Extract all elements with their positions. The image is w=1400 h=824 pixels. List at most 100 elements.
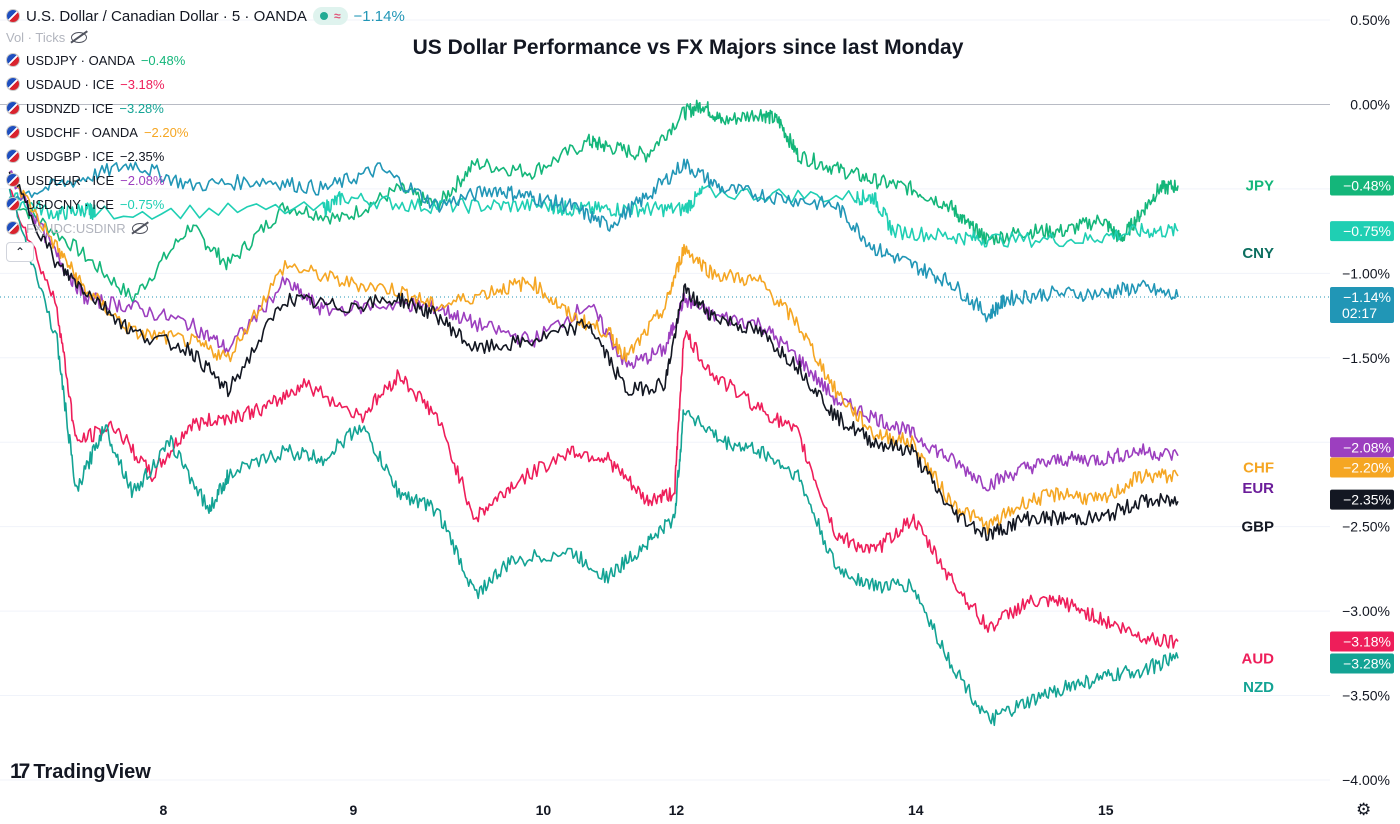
- value-badge: −1.14%02:17: [1330, 286, 1394, 323]
- value-badge: −2.08%: [1330, 437, 1394, 458]
- legend-item[interactable]: USDCHF · OANDA −2.20%: [6, 120, 405, 144]
- x-tick-label: 15: [1098, 802, 1114, 818]
- value-badge-text: −2.08%: [1343, 439, 1391, 455]
- volume-row[interactable]: Vol · Ticks: [6, 26, 405, 48]
- chevron-up-icon: ⌃: [14, 245, 26, 259]
- x-tick-label: 12: [669, 802, 685, 818]
- legend-item-name: USDCHF · OANDA: [26, 124, 138, 140]
- tradingview-logo: 17 TradingView: [10, 760, 151, 784]
- series-name-label: NZD: [1243, 679, 1274, 696]
- legend-item[interactable]: USDCNY · ICE −0.75%: [6, 192, 405, 216]
- value-badge-bg: [1330, 457, 1394, 478]
- currency-flag-icon: [6, 221, 20, 235]
- series-line-nzd: [8, 188, 1179, 727]
- value-badge: −3.28%: [1330, 653, 1394, 674]
- legend-item[interactable]: USDGBP · ICE −2.35%: [6, 144, 405, 168]
- market-open-dot-icon: [319, 12, 328, 20]
- series-name-label: AUD: [1242, 650, 1275, 667]
- brand-name: TradingView: [33, 760, 151, 783]
- y-tick-label: 0.00%: [1350, 96, 1390, 112]
- value-badge-bg: [1330, 175, 1394, 196]
- currency-flag-icon: [6, 101, 20, 115]
- x-tick-label: 8: [160, 802, 168, 818]
- legend-item[interactable]: FX_IDC:USDINR: [6, 216, 405, 240]
- currency-flag-icon: [6, 173, 20, 187]
- legend-item-value: −2.20%: [143, 124, 189, 140]
- legend-panel: U.S. Dollar / Canadian Dollar · 5 · OAND…: [6, 6, 405, 262]
- value-badge: −0.75%: [1330, 221, 1394, 242]
- legend-item-name: USDNZD · ICE: [26, 100, 114, 116]
- value-badge-bg: [1330, 489, 1394, 510]
- value-badge: −0.48%: [1330, 175, 1394, 196]
- series-line-cad: [9, 158, 1179, 323]
- y-tick-label: −3.00%: [1342, 603, 1390, 619]
- currency-flag-icon: [6, 149, 20, 163]
- y-tick-label: −3.50%: [1342, 688, 1390, 704]
- x-tick-label: 14: [908, 802, 924, 818]
- series-line-eur: [9, 170, 1179, 492]
- legend-item-name: USDGBP · ICE: [26, 148, 114, 164]
- value-badge-text: −2.20%: [1343, 460, 1391, 476]
- legend-item[interactable]: USDEUR · ICE −2.08%: [6, 168, 405, 192]
- legend-item-name: FX_IDC:USDINR: [26, 220, 126, 236]
- value-badge-text: −0.48%: [1343, 178, 1391, 194]
- symbol-change: −1.14%: [353, 7, 405, 25]
- value-badge-bg: [1330, 221, 1394, 242]
- x-tick-label: 10: [536, 802, 552, 818]
- eye-hidden-icon[interactable]: [131, 222, 148, 234]
- currency-flag-icon: [6, 125, 20, 139]
- series-line-aud: [8, 188, 1179, 649]
- series-name-label: GBP: [1241, 519, 1274, 536]
- symbol-title[interactable]: U.S. Dollar / Canadian Dollar · 5 · OAND…: [26, 7, 307, 25]
- value-badge-text: −3.28%: [1343, 655, 1391, 671]
- wave-icon: ≈: [333, 9, 341, 23]
- legend-item-value: −3.28%: [119, 100, 164, 116]
- currency-flag-icon: [6, 53, 20, 67]
- legend-item-name: USDAUD · ICE: [26, 76, 115, 92]
- legend-item[interactable]: USDNZD · ICE −3.28%: [6, 96, 405, 120]
- series-name-label: CNY: [1242, 245, 1274, 262]
- y-tick-label: −2.50%: [1342, 519, 1390, 535]
- legend-item-name: USDCNY · ICE: [26, 196, 114, 212]
- collapse-legend-button[interactable]: ⌃: [6, 242, 34, 262]
- y-tick-label: −1.50%: [1342, 350, 1390, 366]
- legend-item-value: −2.08%: [120, 172, 165, 188]
- value-badge-bg: [1330, 286, 1394, 323]
- value-badge-bg: [1330, 631, 1394, 652]
- y-tick-label: −4.00%: [1342, 772, 1390, 788]
- settings-gear-icon[interactable]: ⚙: [1356, 800, 1372, 819]
- value-badge-bg: [1330, 437, 1394, 458]
- legend-item-value: −0.75%: [119, 196, 165, 212]
- tradingview-mark-icon: 17: [10, 760, 30, 783]
- usa-canada-flag-icon: [6, 9, 20, 23]
- y-tick-label: 0.50%: [1350, 12, 1390, 28]
- legend-item-name: USDJPY · OANDA: [26, 52, 135, 68]
- value-badge-text: −0.75%: [1343, 223, 1391, 239]
- market-status-pill[interactable]: ≈: [312, 7, 348, 25]
- eye-hidden-icon[interactable]: [71, 31, 88, 43]
- value-badge: −2.20%: [1330, 457, 1394, 478]
- legend-item-value: −3.18%: [120, 76, 165, 92]
- legend-item-name: USDEUR · ICE: [26, 172, 115, 188]
- value-badge: −3.18%: [1330, 631, 1394, 652]
- series-name-label: JPY: [1246, 178, 1274, 195]
- series-line-jpy: [8, 99, 1179, 304]
- series-line-gbp: [8, 171, 1179, 542]
- y-tick-label: −1.00%: [1342, 265, 1390, 281]
- value-badge-text: −1.14%: [1343, 289, 1391, 305]
- legend-item[interactable]: USDJPY · OANDA −0.48%: [6, 48, 405, 72]
- value-badge-bg: [1330, 653, 1394, 674]
- value-badge: −2.35%: [1330, 489, 1394, 510]
- legend-item[interactable]: USDAUD · ICE −3.18%: [6, 72, 405, 96]
- series-name-label: CHF: [1243, 460, 1274, 477]
- legend-header[interactable]: U.S. Dollar / Canadian Dollar · 5 · OAND…: [6, 6, 405, 26]
- currency-flag-icon: [6, 77, 20, 91]
- currency-flag-icon: [6, 197, 20, 211]
- volume-label: Vol · Ticks: [6, 29, 66, 45]
- value-badge-text: −2.35%: [1343, 492, 1391, 508]
- legend-item-value: −2.35%: [119, 148, 165, 164]
- x-tick-label: 9: [350, 802, 358, 818]
- value-badge-text: −3.18%: [1343, 634, 1391, 650]
- chart-title: US Dollar Performance vs FX Majors since…: [412, 36, 964, 59]
